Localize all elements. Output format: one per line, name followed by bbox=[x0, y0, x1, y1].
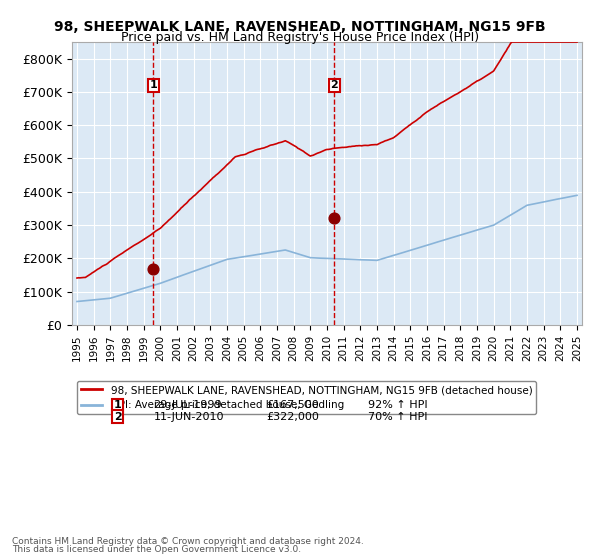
Text: 2: 2 bbox=[114, 412, 122, 422]
Text: 92% ↑ HPI: 92% ↑ HPI bbox=[368, 400, 427, 410]
Text: 1: 1 bbox=[114, 400, 122, 410]
Text: 11-JUN-2010: 11-JUN-2010 bbox=[154, 412, 224, 422]
Text: £322,000: £322,000 bbox=[266, 412, 319, 422]
Text: 70% ↑ HPI: 70% ↑ HPI bbox=[368, 412, 427, 422]
Point bbox=[148, 264, 158, 273]
Text: 98, SHEEPWALK LANE, RAVENSHEAD, NOTTINGHAM, NG15 9FB: 98, SHEEPWALK LANE, RAVENSHEAD, NOTTINGH… bbox=[54, 20, 546, 34]
Text: This data is licensed under the Open Government Licence v3.0.: This data is licensed under the Open Gov… bbox=[12, 545, 301, 554]
Text: Price paid vs. HM Land Registry's House Price Index (HPI): Price paid vs. HM Land Registry's House … bbox=[121, 31, 479, 44]
Text: 2: 2 bbox=[331, 80, 338, 90]
Text: 29-JUL-1999: 29-JUL-1999 bbox=[154, 400, 222, 410]
Point bbox=[329, 213, 339, 222]
Text: £167,500: £167,500 bbox=[266, 400, 319, 410]
Text: Contains HM Land Registry data © Crown copyright and database right 2024.: Contains HM Land Registry data © Crown c… bbox=[12, 537, 364, 546]
Legend: 98, SHEEPWALK LANE, RAVENSHEAD, NOTTINGHAM, NG15 9FB (detached house), HPI: Aver: 98, SHEEPWALK LANE, RAVENSHEAD, NOTTINGH… bbox=[77, 381, 536, 414]
Text: 1: 1 bbox=[149, 80, 157, 90]
